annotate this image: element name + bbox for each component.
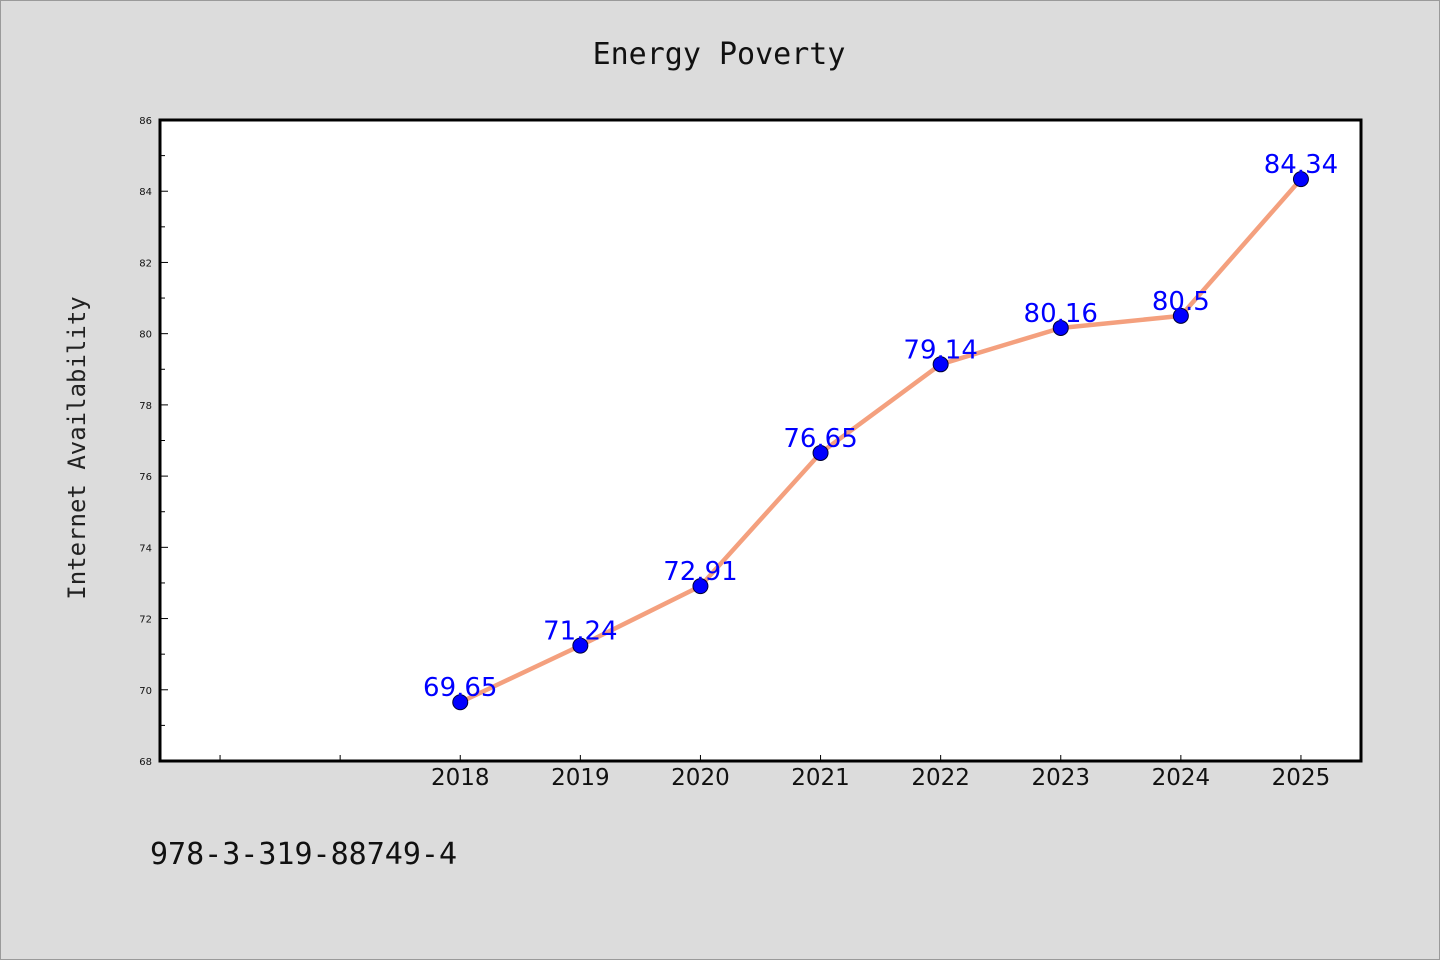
data-point [572,637,589,654]
y-tick-label: 76 [139,472,152,483]
x-tick-label: 2022 [911,765,970,791]
data-point [812,444,829,461]
data-point [452,694,469,711]
data-label: 80.16 [1024,299,1098,329]
y-tick-label: 84 [139,187,152,198]
x-tick-label: 2019 [551,765,610,791]
y-tick-label: 68 [139,757,152,768]
x-tick-label: 2024 [1152,765,1211,791]
x-tick-label: 2018 [431,765,490,791]
y-tick-label: 72 [139,615,152,626]
axis-ticks: 68 70 72 74 76 78 80 82 84 86 2018 2019 2020 2021 2022… [139,116,1330,791]
x-tick-label: 2021 [791,765,850,791]
data-label: 84.34 [1264,150,1338,180]
y-tick-label: 74 [139,543,152,554]
y-tick-label: 82 [139,258,152,269]
data-point [1052,319,1069,336]
data-label: 76.65 [783,424,857,454]
y-tick-label: 86 [139,116,152,127]
data-label: 71.24 [543,617,617,647]
y-tick-label: 80 [139,330,152,341]
chart-title: Energy Poverty [593,37,846,72]
x-tick-label: 2025 [1272,765,1331,791]
data-point [1292,171,1309,188]
x-tick-label: 2020 [671,765,730,791]
series-group [452,171,1309,711]
data-label: 80.5 [1152,287,1210,317]
y-axis-label: Internet Availability [63,296,91,599]
data-label: 72.91 [663,557,737,587]
x-tick-label: 2023 [1031,765,1090,791]
y-tick-label: 78 [139,401,152,412]
plot-area [158,118,1363,763]
series-line [458,176,1304,705]
data-point [932,356,949,373]
data-point [1172,307,1189,324]
data-label: 69.65 [423,673,497,703]
data-point [692,578,709,595]
footnote-isbn: 978-3-319-88749-4 [150,837,457,872]
data-labels: 69.65 71.24 72.91 76.65 79.14 80.16 80.5 84.34 [423,150,1338,703]
data-label: 79.14 [903,335,977,365]
y-tick-label: 70 [139,686,152,697]
